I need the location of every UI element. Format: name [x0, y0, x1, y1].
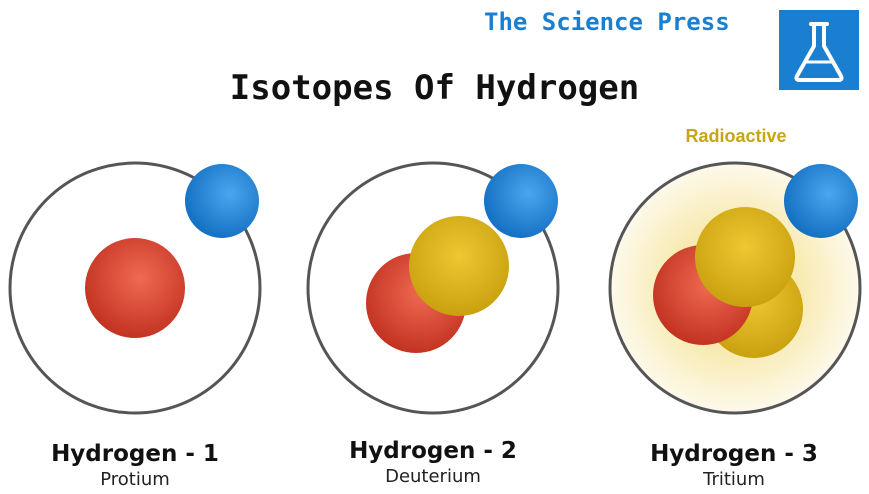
- isotope-name: Hydrogen - 3: [650, 441, 818, 467]
- proton: [85, 238, 185, 338]
- brand-name: The Science Press: [484, 8, 730, 36]
- isotope-name: Hydrogen - 2: [349, 438, 517, 464]
- isotope-common-name: Deuterium: [385, 466, 481, 487]
- electron: [784, 164, 858, 238]
- isotope-common-name: Tritium: [703, 469, 765, 490]
- orbit-ring: [8, 161, 262, 415]
- page-title: Isotopes Of Hydrogen: [229, 68, 640, 108]
- orbit-ring: [608, 161, 862, 415]
- neutron: [409, 216, 509, 316]
- electron: [185, 164, 259, 238]
- isotope-label-3: Hydrogen - 3 Tritium: [604, 440, 864, 492]
- isotope-label-1: Hydrogen - 1 Protium: [5, 440, 265, 492]
- atom-hydrogen-2: [306, 161, 560, 415]
- orbit-ring: [306, 161, 560, 415]
- electron: [484, 164, 558, 238]
- atom-hydrogen-1: [8, 161, 262, 415]
- neutron: [695, 207, 795, 307]
- isotope-label-2: Hydrogen - 2 Deuterium: [303, 437, 563, 489]
- flask-icon: [779, 10, 859, 90]
- isotope-name: Hydrogen - 1: [51, 441, 219, 467]
- isotope-common-name: Protium: [100, 469, 170, 490]
- radioactive-badge: Radioactive: [685, 126, 787, 146]
- atom-hydrogen-3: [608, 161, 862, 415]
